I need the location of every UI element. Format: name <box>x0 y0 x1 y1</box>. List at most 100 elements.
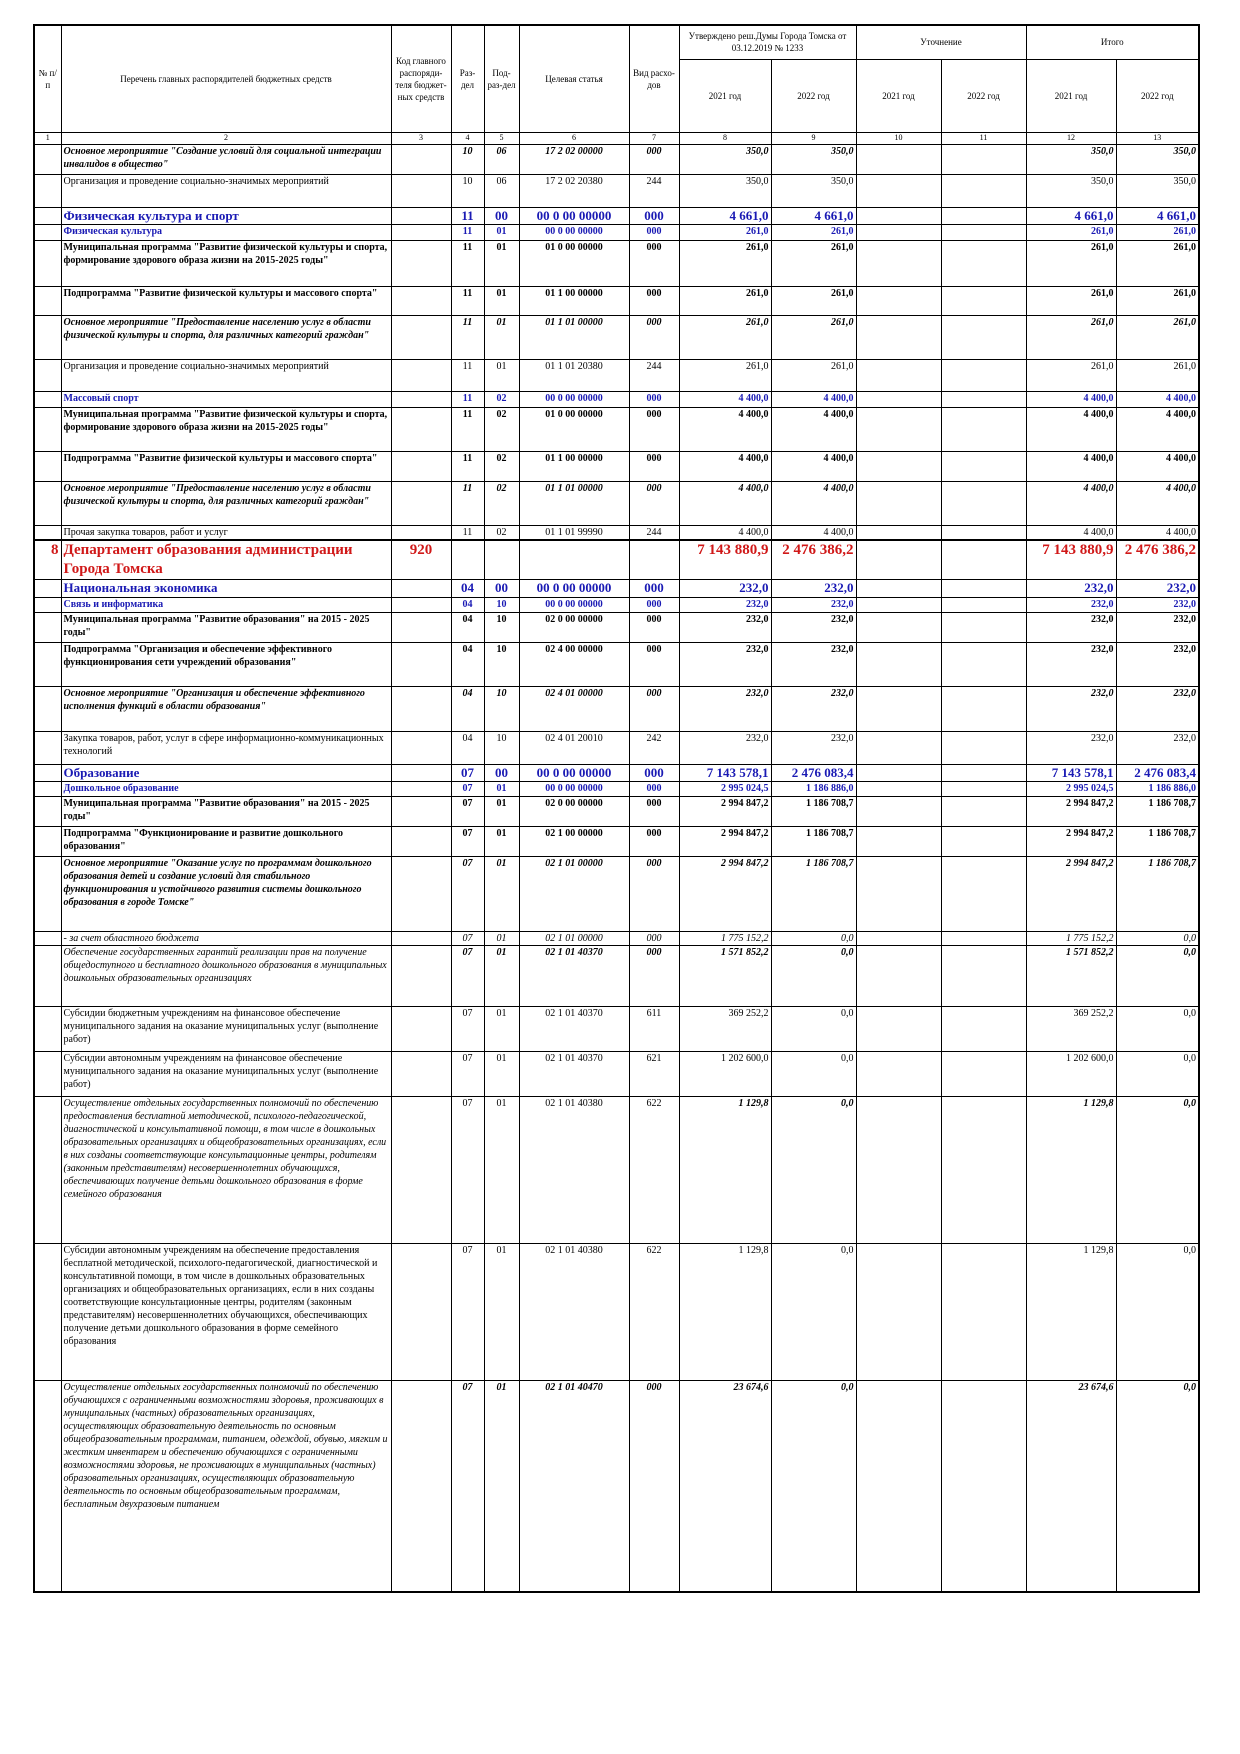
target-article: 00 0 00 00000 <box>518 579 630 598</box>
amount: 350,0 <box>770 173 857 208</box>
section: 11 <box>450 524 485 541</box>
admin-code <box>390 731 452 765</box>
amount: 350,0 <box>678 143 772 175</box>
expense-type: 000 <box>628 826 680 857</box>
amount <box>855 358 942 392</box>
admin-code <box>390 480 452 526</box>
target-article: 01 1 00 00000 <box>518 450 630 482</box>
row-name: Образование <box>60 764 392 782</box>
expense-type: 000 <box>628 285 680 316</box>
amount <box>940 314 1027 360</box>
section: 11 <box>450 358 485 392</box>
section: 07 <box>450 826 485 857</box>
target-article: 00 0 00 00000 <box>518 781 630 797</box>
amount: 0,0 <box>770 1380 857 1592</box>
expense-type: 000 <box>628 450 680 482</box>
expense-type: 000 <box>628 796 680 827</box>
admin-code <box>390 781 452 797</box>
column-number: 6 <box>518 131 630 145</box>
subsection: 10 <box>483 642 520 687</box>
subsection: 01 <box>483 826 520 857</box>
amount <box>855 731 942 765</box>
section: 11 <box>450 450 485 482</box>
table-row: Прочая закупка товаров, работ и услуг 11 0… <box>33 524 1200 541</box>
row-name: Прочая закупка товаров, работ и услуг <box>60 524 392 541</box>
section: 07 <box>450 856 485 932</box>
amount: 0,0 <box>1115 1051 1200 1097</box>
amount <box>940 856 1027 932</box>
target-article: 17 2 02 00000 <box>518 143 630 175</box>
section: 10 <box>450 143 485 175</box>
row-number <box>33 314 62 360</box>
expense-type: 611 <box>628 1006 680 1052</box>
amount: 4 661,0 <box>770 206 857 225</box>
header-cell: Раз-дел <box>450 24 485 133</box>
row-number <box>33 731 62 765</box>
amount <box>940 173 1027 208</box>
table-row: Осуществление отдельных государственных … <box>33 1096 1200 1244</box>
subsection: 01 <box>483 314 520 360</box>
column-number: 4 <box>450 131 485 145</box>
amount: 261,0 <box>770 314 857 360</box>
section: 07 <box>450 796 485 827</box>
amount: 232,0 <box>678 686 772 732</box>
amount: 0,0 <box>770 945 857 1007</box>
amount: 4 400,0 <box>678 450 772 482</box>
row-number <box>33 480 62 526</box>
expense-type: 000 <box>628 686 680 732</box>
section: 04 <box>450 642 485 687</box>
row-number <box>33 390 62 408</box>
amount: 261,0 <box>770 239 857 287</box>
amount <box>940 450 1027 482</box>
admin-code <box>390 612 452 643</box>
amount: 261,0 <box>770 285 857 316</box>
admin-code <box>390 143 452 175</box>
amount <box>855 450 942 482</box>
amount <box>940 390 1027 408</box>
target-article: 02 0 00 00000 <box>518 612 630 643</box>
amount <box>940 285 1027 316</box>
subsection: 10 <box>483 597 520 613</box>
row-number <box>33 524 62 541</box>
amount: 0,0 <box>1115 931 1200 946</box>
subsection: 02 <box>483 480 520 526</box>
admin-code <box>390 1006 452 1052</box>
admin-code <box>390 579 452 598</box>
section: 11 <box>450 239 485 287</box>
row-name: Подпрограмма "Функционирование и развити… <box>60 826 392 857</box>
target-article: 01 1 01 20380 <box>518 358 630 392</box>
amount: 7 143 880,9 <box>678 539 772 580</box>
section: 04 <box>450 731 485 765</box>
amount <box>940 686 1027 732</box>
admin-code <box>390 1380 452 1592</box>
amount: 1 186 886,0 <box>770 781 857 797</box>
amount: 4 661,0 <box>1115 206 1200 225</box>
target-article: 00 0 00 00000 <box>518 764 630 782</box>
amount: 232,0 <box>770 579 857 598</box>
amount: 4 400,0 <box>1025 524 1117 541</box>
amount: 1 186 708,7 <box>770 826 857 857</box>
row-number <box>33 1243 62 1381</box>
amount: 2 994 847,2 <box>678 856 772 932</box>
amount: 4 400,0 <box>1115 450 1200 482</box>
admin-code: 920 <box>390 539 452 580</box>
amount <box>940 781 1027 797</box>
amount: 1 129,8 <box>1025 1243 1117 1381</box>
expense-type: 000 <box>628 612 680 643</box>
column-number: 13 <box>1115 131 1200 145</box>
amount: 23 674,6 <box>1025 1380 1117 1592</box>
row-number <box>33 450 62 482</box>
amount: 1 186 886,0 <box>1115 781 1200 797</box>
amount <box>855 314 942 360</box>
row-name: Связь и информатика <box>60 597 392 613</box>
amount: 1 202 600,0 <box>678 1051 772 1097</box>
amount: 23 674,6 <box>678 1380 772 1592</box>
target-article: 02 4 00 00000 <box>518 642 630 687</box>
target-article: 17 2 02 20380 <box>518 173 630 208</box>
amount: 1 186 708,7 <box>1115 856 1200 932</box>
row-number <box>33 686 62 732</box>
row-name: Закупка товаров, работ, услуг в сфере ин… <box>60 731 392 765</box>
table-row: Субсидии автономным учреждениям на финан… <box>33 1051 1200 1097</box>
amount: 0,0 <box>770 1006 857 1052</box>
